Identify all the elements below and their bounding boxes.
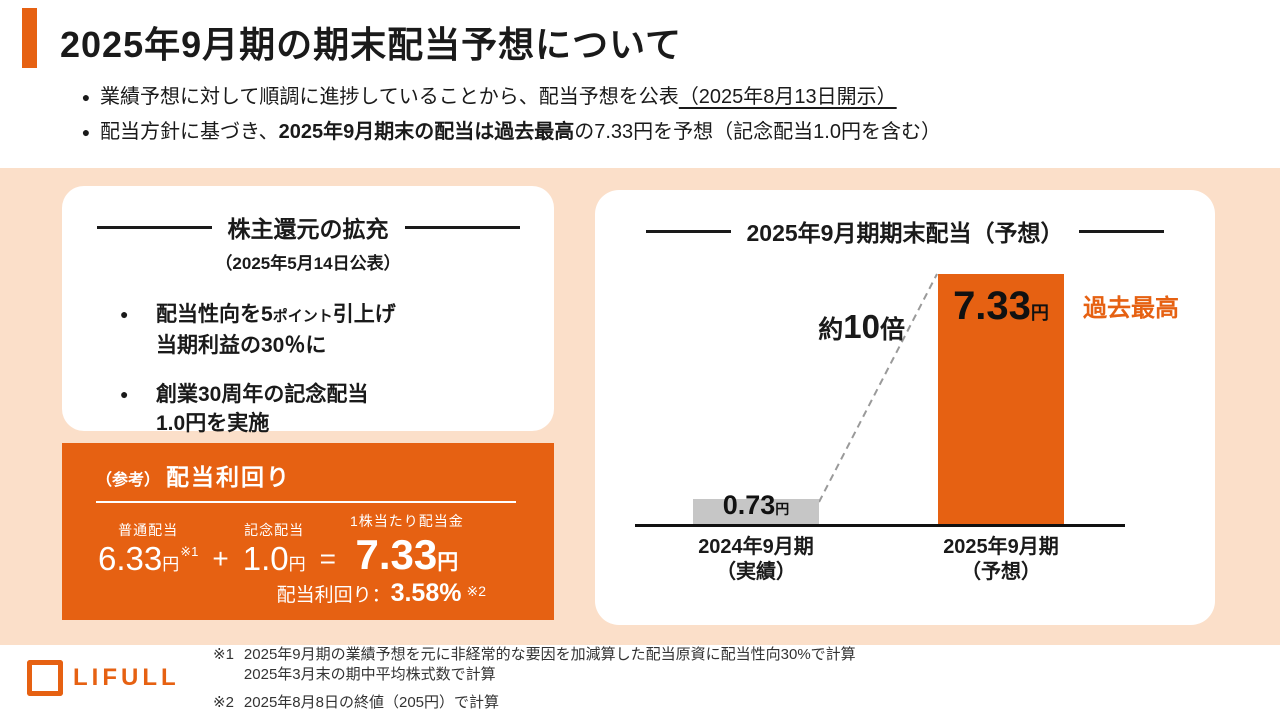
lifull-logo-icon xyxy=(27,660,63,696)
equals-sign: = xyxy=(319,543,336,575)
bar-2024-actual xyxy=(693,499,819,524)
footnote-marker-1: ※1 xyxy=(180,544,199,560)
footnotes: ※1 2025年9月期の業績予想を元に非経常的な要因を加減算した配当原資に配当性… xyxy=(213,645,856,720)
shareholder-return-title-row: 株主還元の拡充 xyxy=(62,210,554,244)
dividend-yield-value: 3.58% xyxy=(390,579,462,608)
bullet-dot-icon: ● xyxy=(81,124,91,140)
category-label-2025: 2025年9月期 （予想） xyxy=(943,536,1059,583)
title-rule-right xyxy=(404,225,520,229)
title-rule-right xyxy=(1079,229,1165,233)
footnote-1-marker: ※1 xyxy=(213,646,234,663)
dividend-yield-label: 配当利回り： xyxy=(276,585,391,607)
commemorative-dividend-label: 記念配当 xyxy=(244,522,305,539)
header-bullet-1: ● 業績予想に対して順調に進捗していることから、配当予想を公表（2025年8月1… xyxy=(72,84,941,110)
commemorative-dividend-bullet: ● 創業30周年の記念配当 1.0円を実施 xyxy=(120,380,554,438)
shareholder-return-card: 株主還元の拡充 （2025年5月14日公表） ● 配当性向を5ポイント引上げ 当… xyxy=(62,186,554,435)
bullet-dot-icon: ● xyxy=(120,306,129,322)
dividend-yield-row: 配当利回り：3.58% ※2 xyxy=(88,579,528,608)
commemorative-dividend: 記念配当 1.0円 xyxy=(243,520,306,577)
dividend-yield-card: （参考） 配当利回り 普通配当 6.33円※1 + 記念配当 1.0円 = 1株… xyxy=(62,443,554,620)
lifull-logo-text: LIFULL xyxy=(73,664,180,691)
dividend-forecast-chart-card: 2025年9月期期末配当（予想） 約10倍 7.33円 過去最高 0.73円 2… xyxy=(595,190,1215,625)
yield-header-prefix: （参考） xyxy=(96,472,161,489)
payout-ratio-line1-small: ポイント xyxy=(272,308,333,325)
yield-header-title: 配当利回り xyxy=(166,464,292,490)
title-rule-left xyxy=(645,229,731,233)
footnote-2-text: 2025年8月8日の終値（205円）で計算 xyxy=(243,694,500,711)
category-label-2024: 2024年9月期 （実績） xyxy=(698,536,814,583)
chart-title: 2025年9月期期末配当（予想） xyxy=(746,220,1064,246)
shareholder-return-bullets: ● 配当性向を5ポイント引上げ 当期利益の30％に ● 創業30周年の記念配当 … xyxy=(120,300,554,438)
commemorative-line2: 1.0円を実施 xyxy=(156,412,270,435)
footnote-1-line1: 2025年9月期の業績予想を元に非経常的な要因を加減算した配当原資に配当性向30… xyxy=(243,646,856,663)
chart-title-row: 2025年9月期期末配当（予想） xyxy=(595,214,1215,248)
payout-ratio-bullet: ● 配当性向を5ポイント引上げ 当期利益の30％に xyxy=(120,300,554,360)
ordinary-dividend: 普通配当 6.33円※1 xyxy=(98,520,198,577)
bullet1-text: 業績予想に対して順調に進捗していることから、配当予想を公表 xyxy=(100,86,679,108)
lifull-logo: LIFULL xyxy=(27,660,180,696)
bullet1-disclosure-date: （2025年8月13日開示） xyxy=(678,86,897,108)
footnote-marker-2: ※2 xyxy=(466,583,486,600)
record-high-label: 過去最高 xyxy=(1083,295,1179,322)
per-share-dividend-value: 7.33 xyxy=(355,531,438,578)
bullet2-pre: 配当方針に基づき、 xyxy=(100,121,279,143)
footnote-1: ※1 2025年9月期の業績予想を元に非経常的な要因を加減算した配当原資に配当性… xyxy=(213,645,856,684)
page-title: 2025年9月期の期末配当予想について xyxy=(60,24,683,65)
growth-dashed-line xyxy=(818,273,938,503)
commemorative-line1: 創業30周年の記念配当 xyxy=(156,383,369,406)
bullet2-post: の7.33円を予想（記念配当1.0円を含む） xyxy=(574,121,941,143)
footnote-1-line2: 2025年3月末の期中平均株式数で計算 xyxy=(243,665,496,683)
yield-card-header: （参考） 配当利回り xyxy=(88,458,528,492)
bar-chart: 約10倍 7.33円 過去最高 0.73円 2024年9月期 （実績） 2025… xyxy=(595,190,1215,625)
footnote-2: ※2 2025年8月8日の終値（205円）で計算 xyxy=(213,693,856,713)
title-rule-left xyxy=(96,225,212,229)
bullet2-emphasis: 2025年9月期末の配当は過去最高 xyxy=(278,121,575,143)
dividend-formula: 普通配当 6.33円※1 + 記念配当 1.0円 = 1株当たり配当金 7.33… xyxy=(88,511,528,577)
ordinary-dividend-label: 普通配当 xyxy=(118,522,179,539)
x-axis xyxy=(635,524,1125,527)
payout-ratio-line1-pre: 配当性向を5 xyxy=(156,303,273,326)
yield-header-rule xyxy=(96,501,516,503)
commemorative-dividend-value: 1.0 xyxy=(242,540,289,578)
title-accent-bar xyxy=(22,8,37,68)
payout-ratio-line2: 当期利益の30％に xyxy=(156,334,327,357)
growth-multiplier-label: 約10倍 xyxy=(818,308,905,345)
header-bullet-2: ● 配当方針に基づき、2025年9月期末の配当は過去最高の7.33円を予想（記念… xyxy=(72,119,941,145)
per-share-dividend: 1株当たり配当金 7.33円 xyxy=(350,511,464,577)
per-share-dividend-label: 1株当たり配当金 xyxy=(349,513,464,529)
payout-ratio-line1-post: 引上げ xyxy=(332,303,396,326)
ordinary-dividend-value: 6.33 xyxy=(98,540,163,578)
footnote-2-marker: ※2 xyxy=(213,694,234,711)
bar-2024-value: 0.73 xyxy=(722,490,776,520)
shareholder-return-title: 株主還元の拡充 xyxy=(227,216,389,242)
per-share-dividend-unit: 円 xyxy=(437,551,459,574)
bar-2024-unit: 円 xyxy=(775,501,790,517)
bar-2025-unit: 円 xyxy=(1030,303,1049,323)
bullet-dot-icon: ● xyxy=(120,386,129,402)
bullet-dot-icon: ● xyxy=(81,89,91,105)
header-bullets: ● 業績予想に対して順調に進捗していることから、配当予想を公表（2025年8月1… xyxy=(72,84,941,154)
shareholder-return-subtitle: （2025年5月14日公表） xyxy=(215,254,401,273)
plus-sign: + xyxy=(212,543,229,575)
commemorative-dividend-unit: 円 xyxy=(288,555,306,575)
bar-2025-value: 7.33 xyxy=(953,284,1031,328)
bar-2025-forecast: 7.33円 xyxy=(938,274,1064,524)
ordinary-dividend-unit: 円 xyxy=(162,555,180,575)
